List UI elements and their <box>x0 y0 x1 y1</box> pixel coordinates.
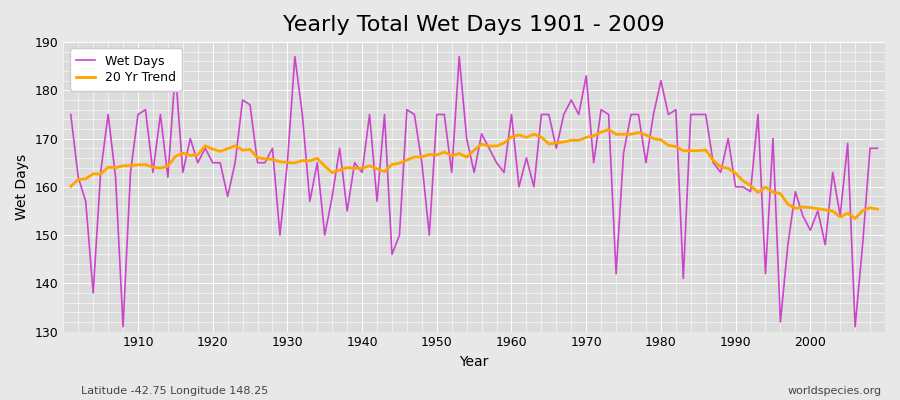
Line: Wet Days: Wet Days <box>71 56 878 327</box>
Text: Latitude -42.75 Longitude 148.25: Latitude -42.75 Longitude 148.25 <box>81 386 268 396</box>
Y-axis label: Wet Days: Wet Days <box>15 154 29 220</box>
20 Yr Trend <box>125 163 136 168</box>
20 Yr Trend <box>596 130 607 134</box>
20 Yr Trend <box>850 216 860 221</box>
X-axis label: Year: Year <box>460 355 489 369</box>
Text: worldspecies.org: worldspecies.org <box>788 386 882 396</box>
Wet Days <box>611 271 622 276</box>
Wet Days <box>66 112 77 117</box>
20 Yr Trend <box>334 168 345 172</box>
20 Yr Trend <box>506 134 517 139</box>
Line: 20 Yr Trend: 20 Yr Trend <box>71 130 878 218</box>
20 Yr Trend <box>66 184 77 189</box>
Wet Days <box>118 324 129 329</box>
Wet Days <box>304 199 315 204</box>
20 Yr Trend <box>499 140 509 145</box>
Title: Yearly Total Wet Days 1901 - 2009: Yearly Total Wet Days 1901 - 2009 <box>284 15 665 35</box>
Wet Days <box>349 160 360 165</box>
20 Yr Trend <box>603 127 614 132</box>
Wet Days <box>132 112 143 117</box>
Wet Days <box>872 146 883 151</box>
Wet Days <box>514 184 525 189</box>
Legend: Wet Days, 20 Yr Trend: Wet Days, 20 Yr Trend <box>69 48 182 91</box>
Wet Days <box>290 54 301 59</box>
20 Yr Trend <box>872 207 883 212</box>
20 Yr Trend <box>290 160 301 165</box>
Wet Days <box>521 156 532 160</box>
